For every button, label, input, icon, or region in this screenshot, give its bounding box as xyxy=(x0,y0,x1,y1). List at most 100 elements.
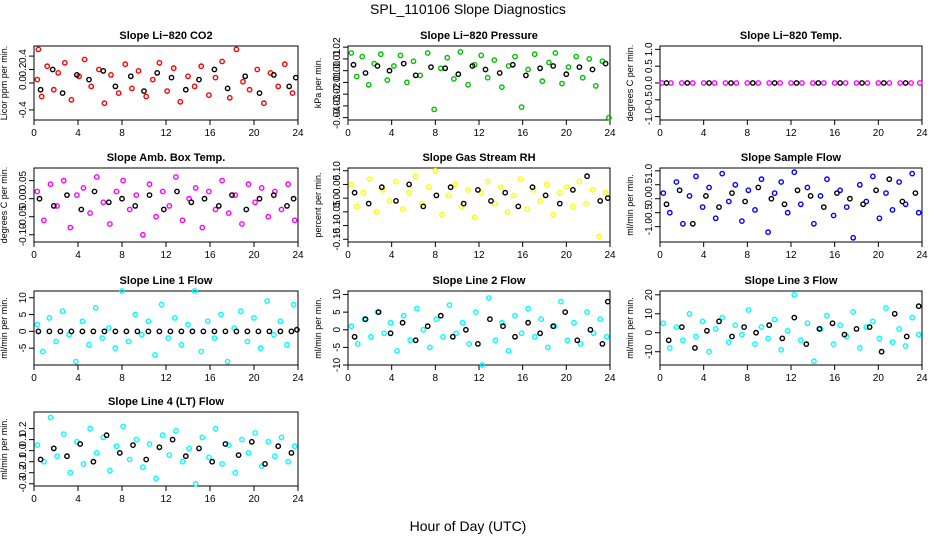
data-point xyxy=(80,460,87,467)
data-point xyxy=(189,328,196,335)
data-point xyxy=(837,80,843,86)
data-point xyxy=(225,210,232,217)
data-point xyxy=(178,328,185,335)
data-point xyxy=(255,328,262,335)
data-point xyxy=(133,192,140,199)
data-point xyxy=(771,80,778,86)
x-tick-label: 4 xyxy=(389,373,395,384)
data-point xyxy=(219,177,226,184)
data-point xyxy=(119,195,125,202)
data-point xyxy=(886,80,893,86)
data-point xyxy=(191,83,198,90)
data-point xyxy=(105,199,112,206)
data-point xyxy=(143,456,150,463)
data-point xyxy=(765,335,771,342)
panel-title: Slope Li−820 Temp. xyxy=(740,30,842,42)
data-point xyxy=(703,192,709,199)
data-point xyxy=(899,198,906,205)
data-point xyxy=(853,80,860,86)
data-point xyxy=(484,74,491,81)
data-point xyxy=(59,308,66,315)
data-point xyxy=(365,81,372,88)
data-point xyxy=(771,190,778,197)
data-point xyxy=(132,311,139,318)
data-point xyxy=(377,51,384,58)
y-tick-label: 10 xyxy=(644,308,655,320)
x-tick-label: 0 xyxy=(345,250,351,261)
data-point xyxy=(539,78,546,85)
data-point xyxy=(192,184,199,191)
data-point xyxy=(711,80,718,86)
data-point xyxy=(159,432,166,439)
data-point xyxy=(706,80,712,86)
data-point xyxy=(278,206,285,213)
x-tick-label: 24 xyxy=(916,373,928,384)
data-point xyxy=(596,233,602,240)
data-point xyxy=(393,197,399,204)
data-point xyxy=(86,341,92,348)
data-point xyxy=(824,176,830,183)
data-point xyxy=(472,309,479,315)
data-point xyxy=(837,187,843,194)
data-point xyxy=(525,66,531,73)
data-point xyxy=(394,347,400,354)
data-point xyxy=(166,202,173,209)
data-point xyxy=(829,320,836,327)
data-point xyxy=(289,90,296,97)
data-point xyxy=(393,178,399,185)
data-point xyxy=(689,80,696,86)
data-point xyxy=(44,63,51,70)
y-tick-label: -0.03 xyxy=(332,94,343,117)
data-point xyxy=(270,331,277,338)
data-point xyxy=(745,187,752,194)
data-point xyxy=(559,80,565,87)
data-point xyxy=(152,351,158,358)
data-point xyxy=(215,202,222,209)
data-point xyxy=(673,324,680,330)
series-2 xyxy=(663,80,909,86)
data-point xyxy=(120,177,127,184)
data-point xyxy=(543,181,550,188)
data-point xyxy=(570,203,576,210)
data-point xyxy=(74,72,80,78)
x-tick-label: 16 xyxy=(204,250,216,261)
panel-7: Slope Line 1 Flow 0 4 8 12 16 20 24 -5 0 5 10 ml/min… xyxy=(0,275,304,384)
y-tick-label: -0.01 xyxy=(332,71,343,94)
y-tick-label: -0.02 xyxy=(332,82,343,105)
data-point xyxy=(524,206,530,213)
panel-1: Slope Li−820 CO2 0 4 8 12 16 20 24 -0.4 0.00.20.4… xyxy=(0,30,304,139)
plot-frame xyxy=(347,290,611,366)
data-point xyxy=(873,187,879,194)
data-point xyxy=(108,72,114,78)
data-point xyxy=(692,344,698,351)
data-point xyxy=(486,316,493,323)
data-point xyxy=(270,72,277,78)
data-point xyxy=(725,198,732,205)
data-point xyxy=(755,184,762,191)
panel-title: Slope Li−820 Pressure xyxy=(420,30,538,42)
data-point xyxy=(474,186,481,193)
data-point xyxy=(466,340,473,347)
data-point xyxy=(67,224,74,231)
data-point xyxy=(880,80,887,86)
data-point xyxy=(450,76,457,82)
data-point xyxy=(196,445,202,452)
data-point xyxy=(875,80,882,86)
data-point xyxy=(758,324,765,330)
data-point xyxy=(752,341,758,347)
data-point xyxy=(291,217,298,224)
data-point xyxy=(169,436,176,443)
data-point xyxy=(866,324,873,330)
data-point xyxy=(498,84,505,91)
data-point xyxy=(788,80,794,86)
data-point xyxy=(413,305,420,312)
series-1 xyxy=(659,80,923,86)
data-point xyxy=(693,333,699,340)
data-point xyxy=(252,199,259,206)
data-point xyxy=(232,192,239,199)
data-point xyxy=(68,96,75,103)
series-2 xyxy=(351,298,611,347)
data-point xyxy=(290,195,297,202)
data-point xyxy=(778,179,785,185)
x-tick-label: 20 xyxy=(873,373,885,384)
